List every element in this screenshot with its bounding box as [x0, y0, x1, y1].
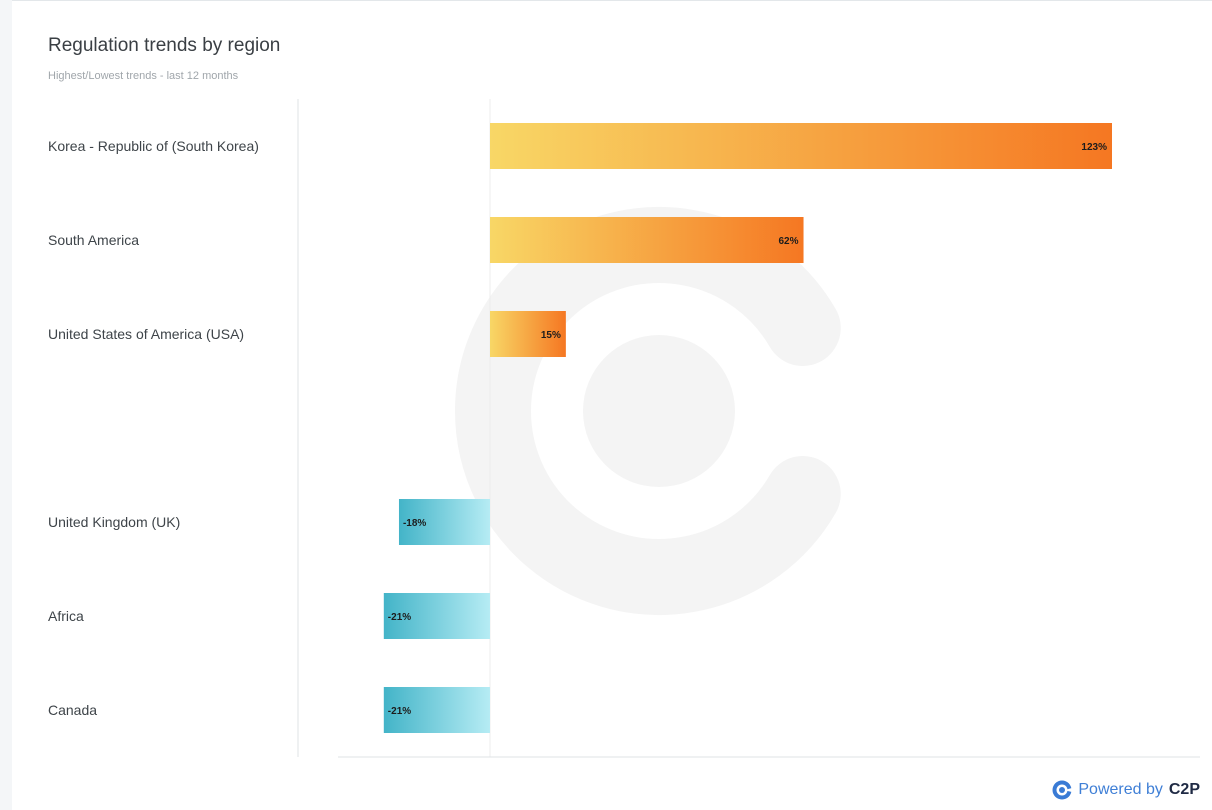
bar-value-label: -18% — [403, 518, 426, 529]
bar-value-label: 123% — [1081, 142, 1107, 153]
c2p-logo-icon — [1052, 780, 1072, 800]
category-label: South America — [48, 232, 139, 248]
category-label: United Kingdom (UK) — [48, 514, 180, 530]
category-label: Korea - Republic of (South Korea) — [48, 138, 259, 154]
bar[interactable] — [490, 217, 804, 263]
bar[interactable] — [490, 123, 1112, 169]
category-label: Canada — [48, 702, 97, 718]
powered-by-footer[interactable]: Powered by C2P — [1052, 780, 1200, 800]
powered-by-label: Powered by — [1078, 781, 1163, 799]
chart-card: Regulation trends by region Highest/Lowe… — [12, 0, 1212, 810]
bar-value-label: 62% — [779, 236, 799, 247]
bar-value-label: -21% — [388, 706, 411, 717]
bar-value-label: -21% — [388, 612, 411, 623]
watermark-logo — [493, 245, 803, 577]
bar-chart: Korea - Republic of (South Korea) 123% Sou… — [12, 1, 1212, 810]
category-label: Africa — [48, 608, 84, 624]
category-label: United States of America (USA) — [48, 326, 244, 342]
brand-name: C2P — [1169, 781, 1200, 799]
bar-value-label: 15% — [541, 330, 561, 341]
bars: Korea - Republic of (South Korea) 123% Sou… — [48, 123, 1112, 733]
